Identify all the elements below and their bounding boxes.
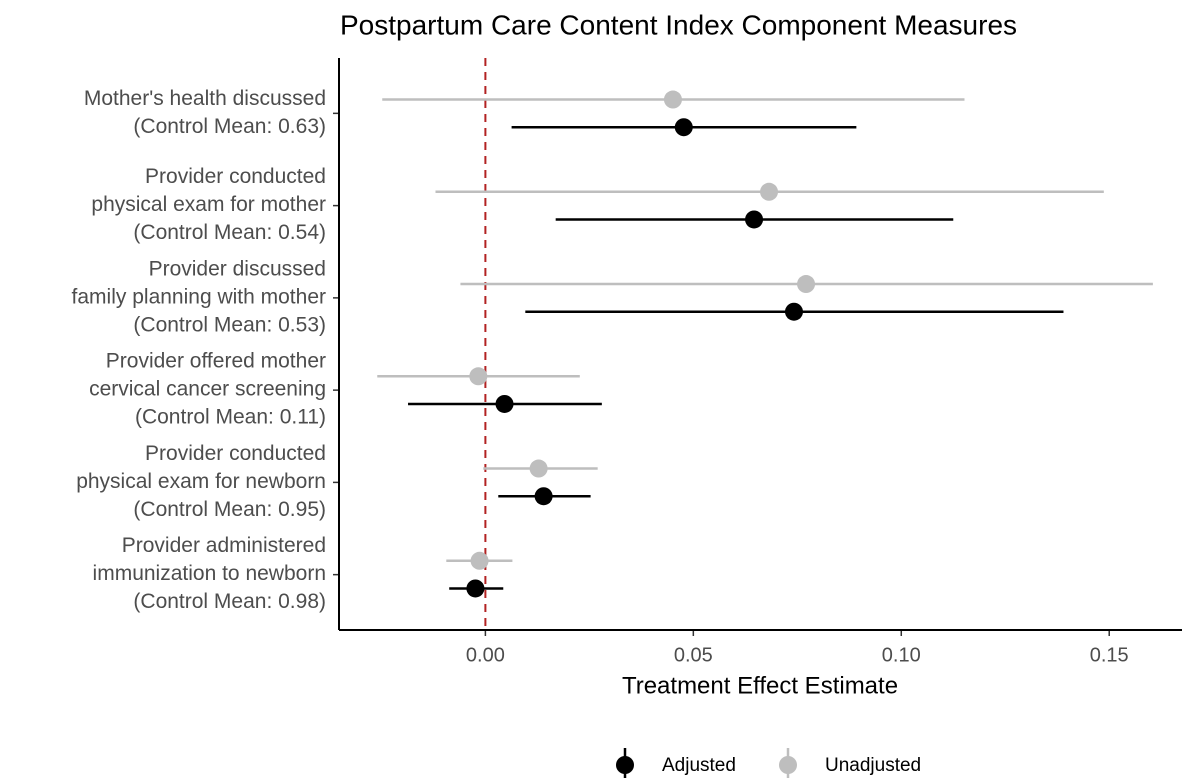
- y-tick-label: immunization to newborn: [93, 562, 326, 585]
- point: [466, 579, 485, 598]
- chart-title: Postpartum Care Content Index Component …: [340, 9, 1017, 40]
- point: [470, 551, 489, 570]
- point: [663, 90, 682, 109]
- y-tick-label: (Control Mean: 0.98): [133, 590, 326, 613]
- y-tick-label: Provider conducted: [145, 165, 326, 188]
- legend-key-point: [779, 756, 797, 774]
- y-tick-label: family planning with mother: [72, 285, 326, 308]
- point: [745, 210, 764, 229]
- y-tick-label: (Control Mean: 0.63): [133, 115, 326, 138]
- y-tick-label: (Control Mean: 0.53): [133, 313, 326, 336]
- legend-label: Unadjusted: [825, 755, 921, 776]
- x-tick-label: 0.15: [1090, 644, 1129, 666]
- legend-key-point: [616, 756, 634, 774]
- x-axis-label: Treatment Effect Estimate: [622, 672, 898, 699]
- y-tick-label: physical exam for newborn: [76, 470, 326, 493]
- y-tick-label: (Control Mean: 0.11): [135, 406, 326, 429]
- y-tick-label: (Control Mean: 0.54): [133, 221, 326, 244]
- y-tick-label: Provider offered mother: [106, 350, 326, 373]
- y-tick-label: Provider administered: [122, 534, 326, 557]
- legend-label: Adjusted: [662, 755, 736, 776]
- y-tick-label: Provider discussed: [149, 257, 326, 280]
- y-tick-label: (Control Mean: 0.95): [133, 498, 326, 521]
- point: [529, 459, 548, 478]
- x-tick-label: 0.00: [466, 644, 505, 666]
- point: [760, 182, 779, 201]
- point: [495, 394, 514, 413]
- point: [469, 367, 488, 386]
- y-tick-label: Provider conducted: [145, 442, 326, 465]
- y-tick-label: physical exam for mother: [91, 193, 326, 216]
- point: [784, 302, 803, 321]
- point: [797, 275, 816, 294]
- y-tick-label: cervical cancer screening: [89, 378, 326, 401]
- x-tick-label: 0.05: [674, 644, 713, 666]
- point: [674, 118, 693, 137]
- x-tick-label: 0.10: [882, 644, 921, 666]
- y-tick-label: Mother's health discussed: [84, 87, 326, 110]
- point: [534, 487, 553, 506]
